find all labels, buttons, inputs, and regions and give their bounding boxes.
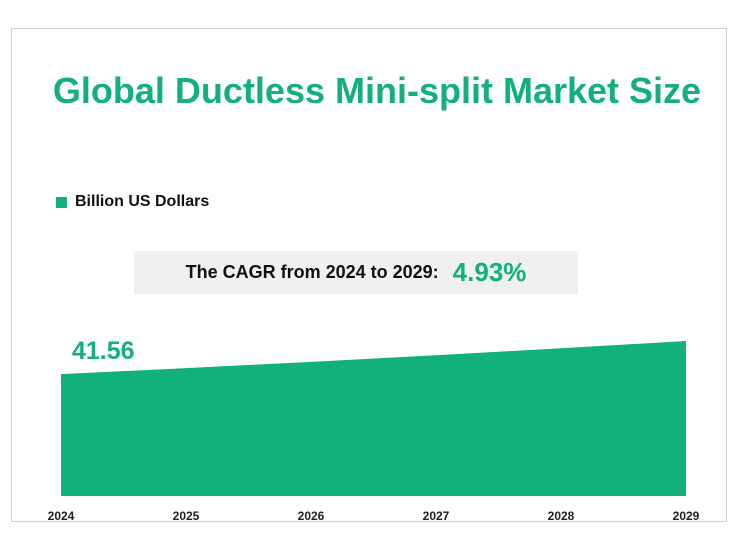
- legend-swatch: [56, 196, 67, 208]
- area-series: [61, 341, 686, 496]
- x-tick-label-2027: 2027: [423, 509, 450, 523]
- x-tick-label-2026: 2026: [298, 509, 325, 523]
- x-tick-label-2024: 2024: [48, 509, 75, 523]
- x-tick-label-2029: 2029: [673, 509, 700, 523]
- chart-title: Global Ductless Mini-split Market Size: [52, 70, 702, 111]
- x-tick-label-2028: 2028: [548, 509, 575, 523]
- cagr-value: 4.93%: [452, 257, 527, 287]
- legend: Billion US Dollars: [56, 193, 209, 211]
- data-label-2024: 41.56: [72, 337, 135, 365]
- cagr-label: The CAGR from 2024 to 2029:: [185, 262, 439, 282]
- x-tick-label-2025: 2025: [173, 509, 200, 523]
- cagr-annotation: The CAGR from 2024 to 2029: 4.93%: [134, 251, 578, 294]
- legend-label: Billion US Dollars: [75, 193, 210, 210]
